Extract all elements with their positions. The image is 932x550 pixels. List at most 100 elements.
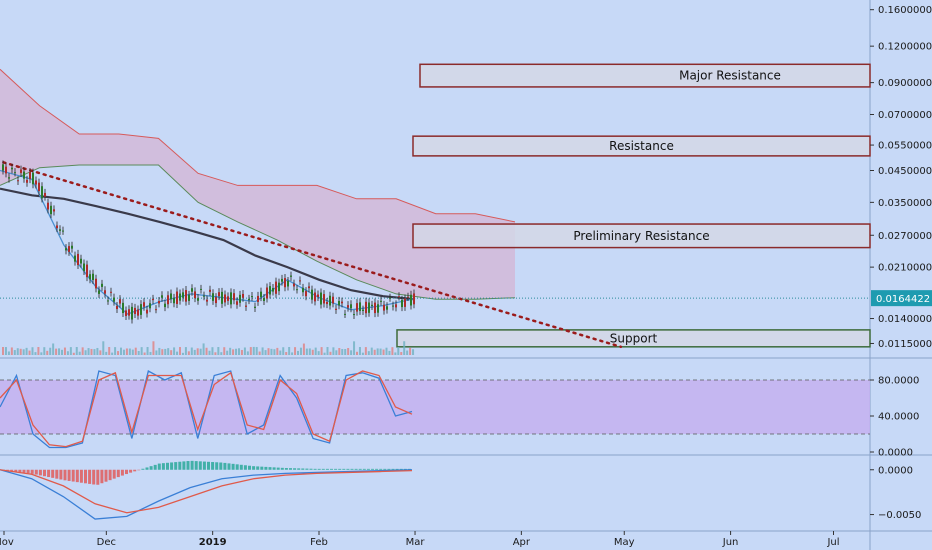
candle [140,304,142,315]
volume-bar [279,350,282,355]
candle [77,253,79,266]
candle [59,229,61,231]
macd-histogram-bar [231,463,235,470]
volume-bar [388,350,391,355]
candle [254,306,256,308]
volume-bar [326,347,329,355]
volume-bar [270,348,273,355]
macd-axis-label: 0.0000 [878,465,913,476]
candle [218,292,220,297]
macd-signal-line [0,469,413,514]
volume-bar [125,348,128,355]
candle [65,248,67,251]
macd-histogram-bar [284,468,288,470]
current-price-tag [871,290,932,307]
candle [269,286,271,295]
candle [398,296,400,298]
macd-histogram-bar [190,460,194,470]
macd-histogram-bar [223,462,227,470]
zone-box[interactable] [412,223,871,249]
macd-histogram-bar [305,468,309,470]
cloud-upper-line [0,68,516,223]
candle [215,297,217,304]
zone-box[interactable] [396,329,871,348]
volume-bar [122,349,125,355]
macd-histogram-bar [108,469,112,481]
volume-bar [134,347,137,355]
macd-histogram-bar [202,461,206,470]
candle [257,295,259,302]
macd-histogram-bar [215,462,219,470]
volume-bar [382,349,385,355]
volume-bar [258,351,261,355]
candle [86,264,88,278]
zone-label: Major Resistance [679,69,781,83]
macd-histogram-bar [14,469,18,472]
volume-bar [217,347,220,355]
candle [353,314,355,316]
candle [203,295,205,297]
candle [287,280,289,287]
macd-histogram-bar [264,466,268,470]
macd-histogram-bar [133,469,137,472]
zone-box[interactable] [412,135,871,157]
volume-bar [385,347,388,355]
macd-histogram-bar [354,468,358,470]
macd-histogram-bar [104,469,108,482]
candle [29,171,31,180]
date-axis-label: Feb [310,537,328,548]
candle [224,294,226,303]
volume-bar [367,351,370,355]
volume-bar [379,348,382,355]
candle [302,287,304,293]
candle [308,286,310,289]
candle [11,167,13,170]
candle [8,177,10,179]
candle [395,304,397,308]
volume-bar [90,348,93,355]
zone-label: Resistance [609,139,674,153]
macd-histogram-bar [395,468,399,470]
candle [41,186,43,199]
candle [368,302,370,313]
candle [383,304,385,311]
candle [197,298,199,301]
candle [116,305,118,310]
candle [275,281,277,294]
macd-histogram-bar [67,469,71,481]
volume-bar [111,352,114,355]
macd-panel[interactable] [0,456,870,530]
volume-bar [93,349,96,355]
volume-bar [223,347,226,355]
candle [38,182,40,192]
volume-bar [311,349,314,355]
candle [89,274,91,280]
volume-bar [43,347,46,355]
candle [134,307,136,314]
price-panel[interactable] [0,0,870,357]
volume-bar [229,347,232,355]
volume-bar [99,350,102,355]
candle [410,294,412,306]
date-axis-label: Jun [722,537,739,548]
macd-histogram-bar [170,462,174,470]
zone-box[interactable] [419,63,871,88]
volume-bar [10,347,13,355]
volume-bar [314,347,317,355]
volume-bar [288,347,291,355]
macd-histogram-bar [100,469,104,484]
volume-bar [252,346,255,355]
date-axis-label: 2019 [199,537,227,548]
macd-histogram-bar [198,461,202,470]
volume-bar [338,348,341,355]
macd-histogram-bar [276,467,280,470]
volume-bar [373,349,376,355]
candle [158,301,160,304]
volume-bar [102,341,105,355]
candle [371,304,373,306]
price-axis-label: 0.0115000 [878,339,932,350]
trendline[interactable] [2,161,623,349]
candle [176,291,178,304]
candle [209,289,211,292]
